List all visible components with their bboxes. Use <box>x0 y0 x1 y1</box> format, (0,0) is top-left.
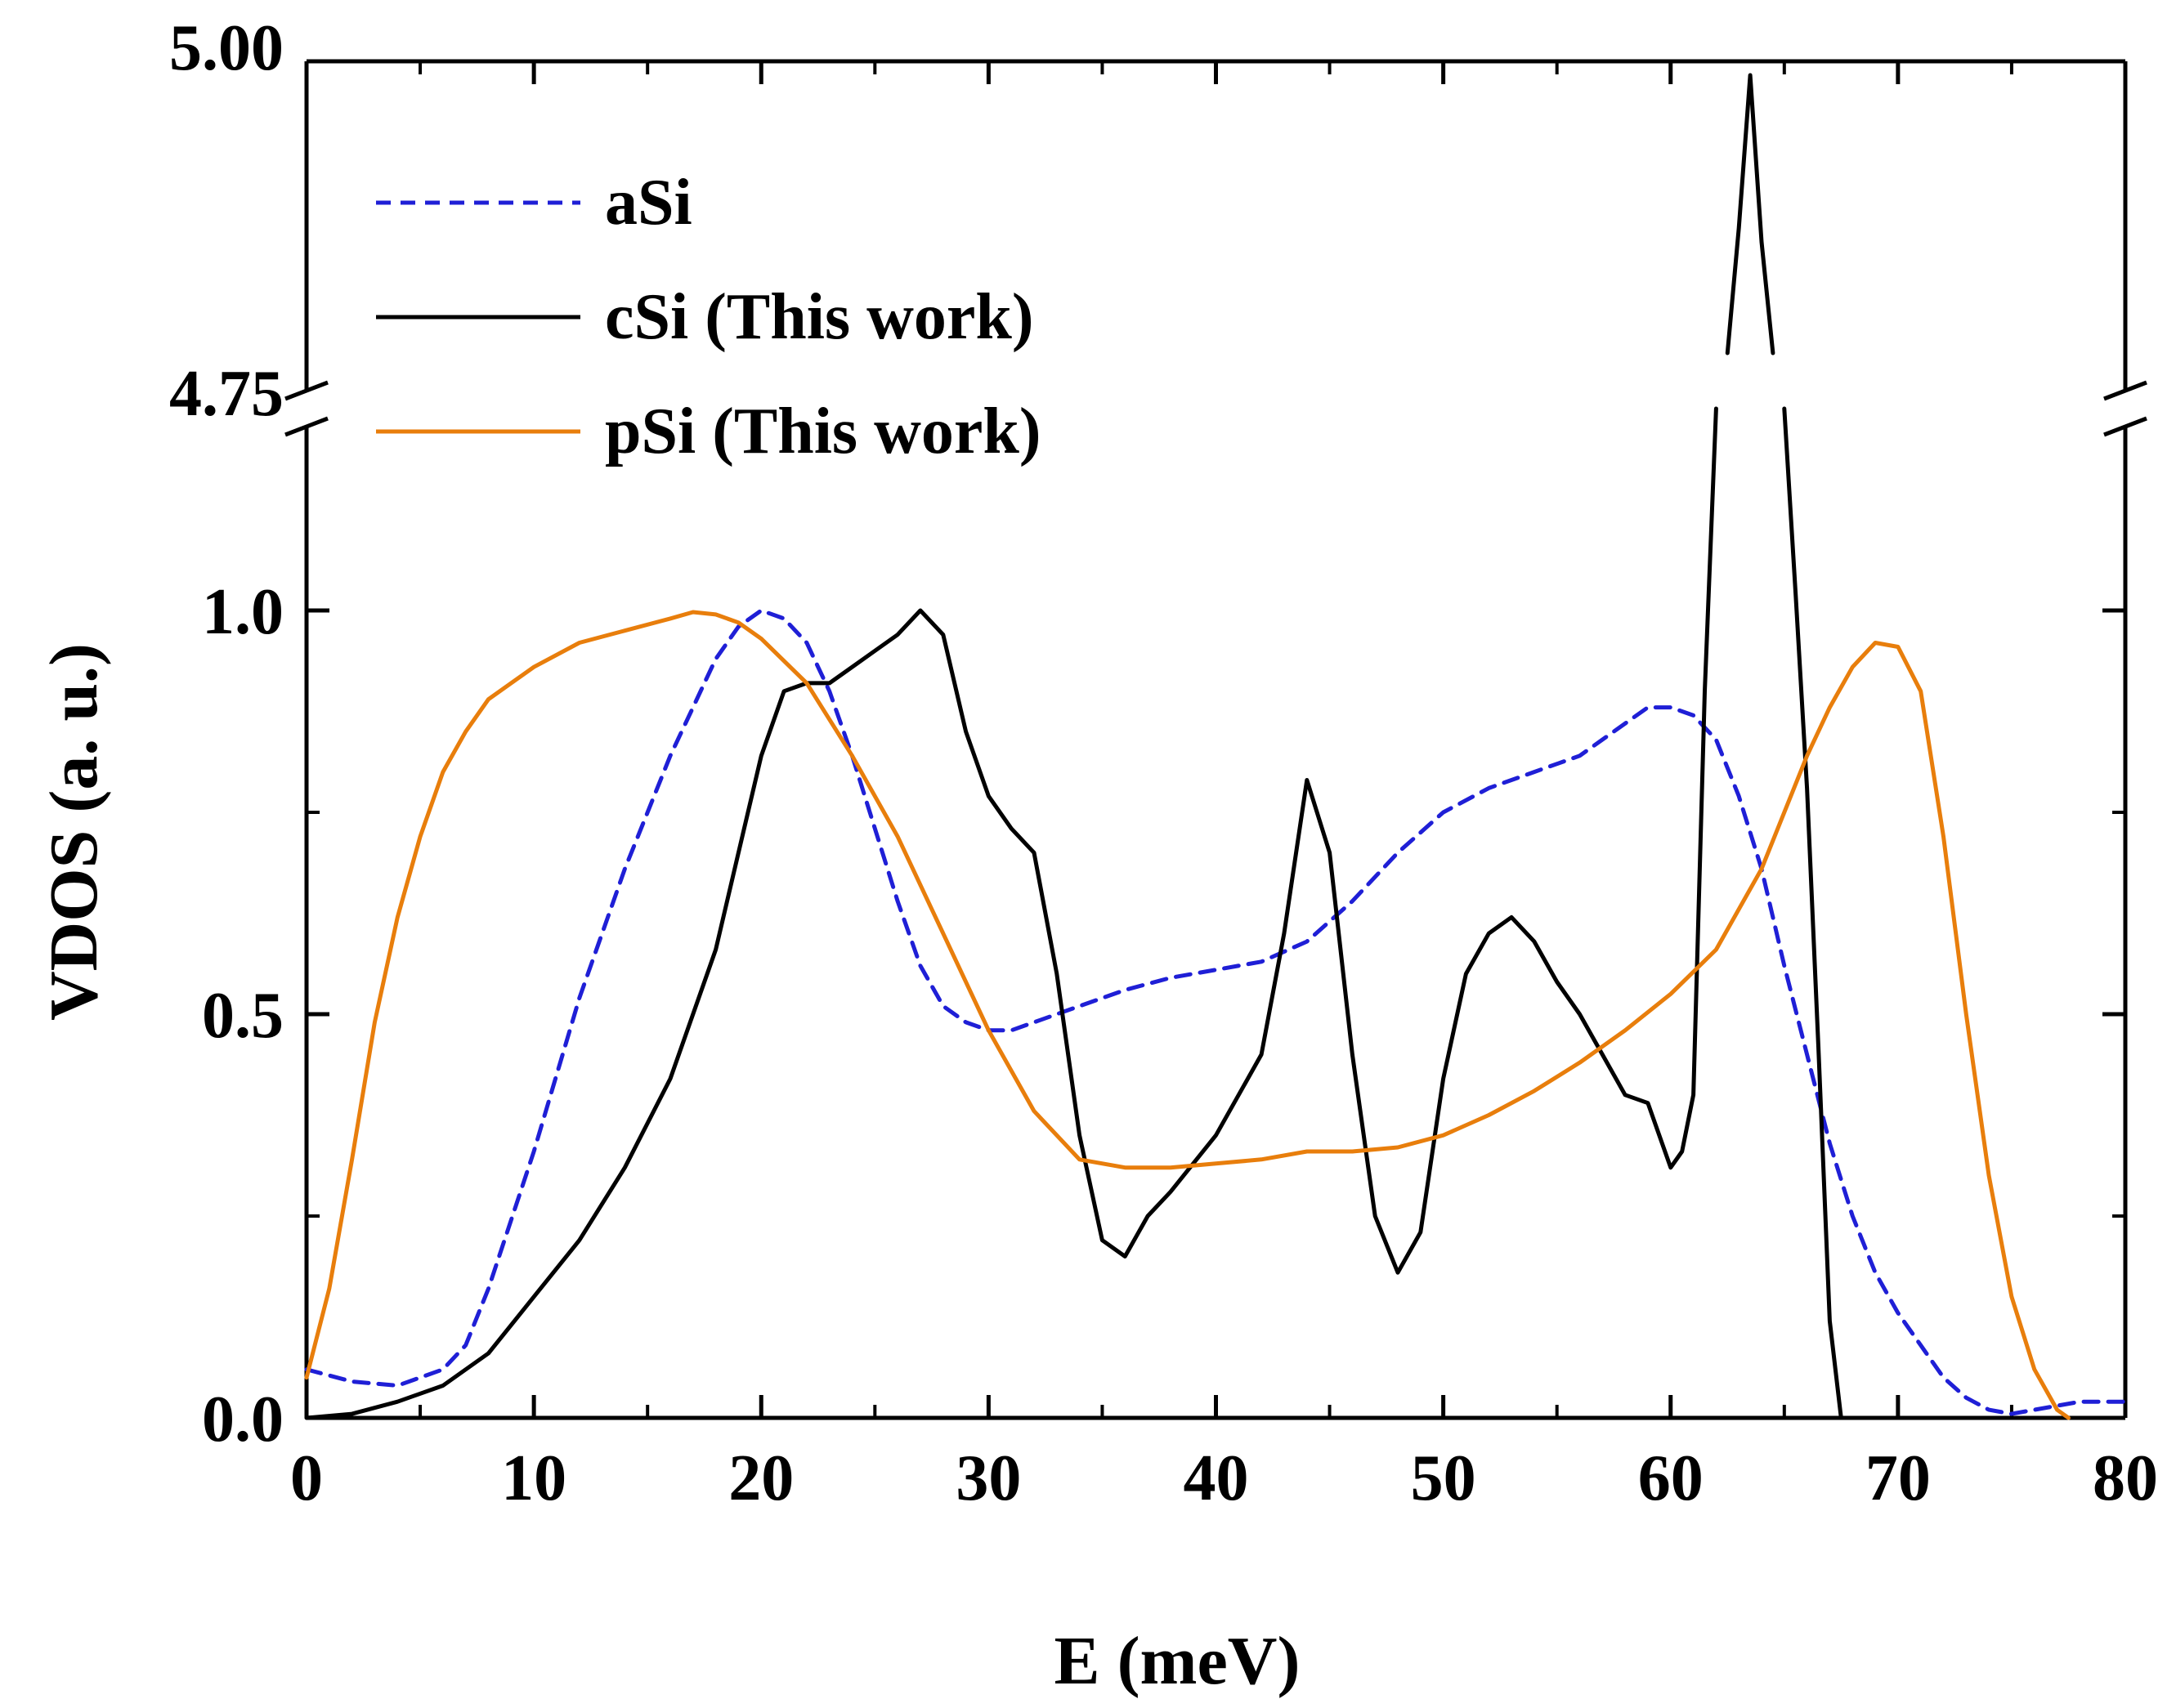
y-tick-label: 4.75 <box>169 358 284 430</box>
y-tick-label: 0.5 <box>202 980 284 1052</box>
x-axis-title: E (meV) <box>1054 1623 1301 1699</box>
axes-layer: 0 10 20 30 40 50 60 70 80 0.0 0.5 1.0 4.75 5.00 <box>169 12 2158 1514</box>
legend-label-csi: cSi (This work) <box>605 281 1034 353</box>
legend-label-psi: pSi (This work) <box>605 396 1041 467</box>
x-tick-label: 40 <box>1184 1442 1249 1514</box>
legend: aSi cSi (This work) pSi (This work) <box>376 167 1041 467</box>
series-layer <box>304 73 2128 1420</box>
x-tick-label: 50 <box>1411 1442 1476 1514</box>
series-line-psi <box>304 610 2071 1420</box>
axis-break-mark-right <box>2103 380 2147 401</box>
series-line-csi <box>304 73 1843 1420</box>
y-tick-label: 1.0 <box>202 576 284 648</box>
x-tick-label: 70 <box>1865 1442 1931 1514</box>
x-tick-label: 60 <box>1638 1442 1704 1514</box>
x-tick-label: 20 <box>728 1442 794 1514</box>
legend-label-asi: aSi <box>605 167 692 239</box>
x-tick-label: 10 <box>501 1442 566 1514</box>
y-tick-label: 5.00 <box>169 12 284 84</box>
x-tick-label: 30 <box>956 1442 1021 1514</box>
y-tick-label: 0.0 <box>202 1384 284 1455</box>
axis-break-mark-left <box>284 380 329 401</box>
axis-break-mark-right <box>2103 416 2147 437</box>
x-tick-label: 0 <box>290 1442 323 1514</box>
axis-break-mark-left <box>284 416 329 437</box>
series-line-asi <box>304 608 2128 1416</box>
x-tick-label: 80 <box>2093 1442 2158 1514</box>
y-axis-title: VDOS (a. u.) <box>36 643 112 1021</box>
